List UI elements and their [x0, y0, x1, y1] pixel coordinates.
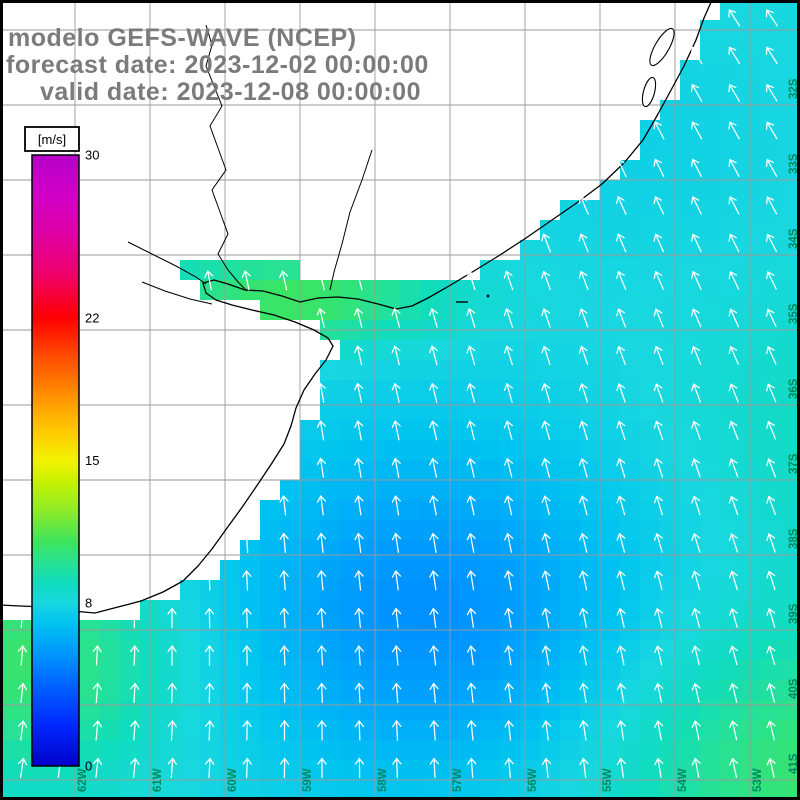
colorbar: 30 22 15 8 0 [m/s] [24, 126, 99, 774]
colorbar-unit-label: [m/s] [38, 132, 66, 147]
river-path [205, 24, 248, 292]
title-valid-date: valid date: 2023-12-08 00:00:00 [40, 78, 421, 106]
colorbar-gradient [31, 154, 80, 767]
islet-dot [486, 294, 490, 298]
lon-label: 60W [227, 768, 239, 792]
lon-label: 54W [677, 768, 689, 792]
colorbar-tick: 15 [85, 453, 99, 468]
title-forecast-date: forecast date: 2023-12-02 00:00:00 [6, 51, 429, 79]
lon-label: 58W [377, 768, 389, 792]
wind-arrows [17, 9, 778, 779]
colorbar-tick: 30 [85, 148, 99, 163]
lon-label: 61W [152, 768, 164, 792]
lon-label: 57W [452, 768, 464, 792]
colorbar-tick: 8 [85, 596, 92, 611]
lon-label: 55W [602, 768, 614, 792]
river-path [127, 241, 207, 285]
title-block: modelo GEFS-WAVE (NCEP) forecast date: 2… [6, 24, 429, 106]
colorbar-unit-box [24, 126, 80, 152]
colorbar-tick: 0 [85, 759, 92, 774]
colorbar-tick: 22 [85, 310, 99, 325]
lon-label: 53W [752, 768, 764, 792]
river-path [141, 281, 213, 305]
lagoon [641, 76, 657, 108]
lon-label: 56W [527, 768, 539, 792]
lagoon [649, 27, 675, 67]
lon-label: 62W [77, 768, 89, 792]
coastline-path [0, 0, 713, 614]
lon-label: 59W [302, 768, 314, 792]
coastline-layer [0, 0, 713, 614]
river-path [329, 149, 373, 291]
title-model: modelo GEFS-WAVE (NCEP) [8, 24, 357, 52]
